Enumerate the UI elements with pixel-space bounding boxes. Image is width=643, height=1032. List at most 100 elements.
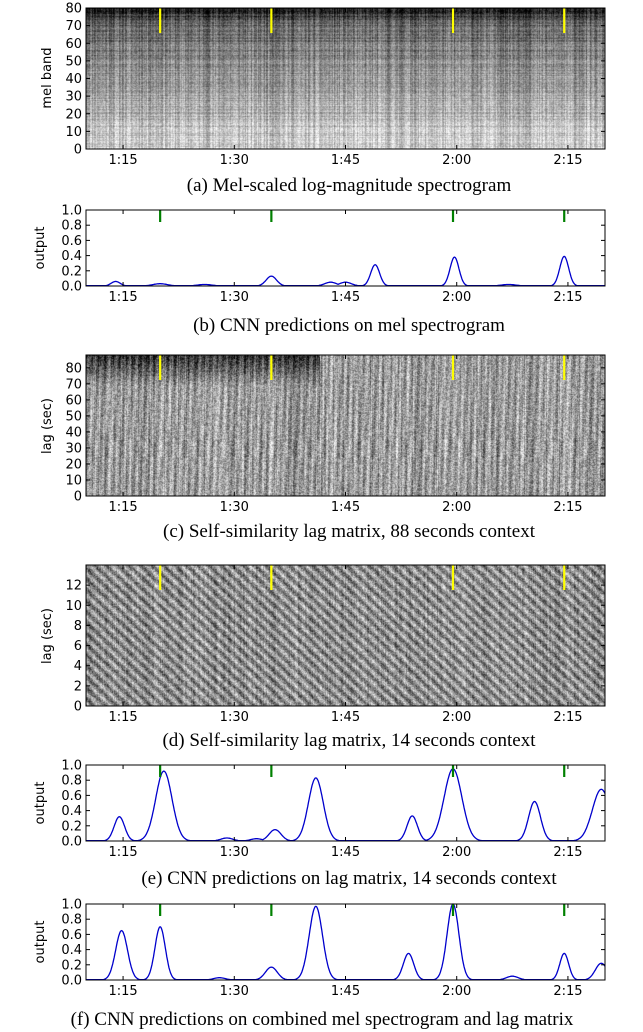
panel-b-ytick-label: 1.0 xyxy=(61,204,82,219)
panel-a-heatmap xyxy=(86,8,605,149)
panel-a-caption: (a) Mel-scaled log-magnitude spectrogram xyxy=(187,175,512,196)
panel-d-xtick-label: 1:45 xyxy=(331,710,360,725)
panel-c-caption: (c) Self-similarity lag matrix, 88 secon… xyxy=(163,521,536,542)
panel-a-ytick-label: 10 xyxy=(65,125,82,140)
panel-e-xtick-label: 1:45 xyxy=(331,845,360,860)
panel-e-ytick-label: 0.6 xyxy=(61,789,82,804)
panel-a-ytick-label: 0 xyxy=(74,143,82,158)
panel-a-xtick-label: 2:15 xyxy=(553,153,582,168)
panel-d-xtick-label: 2:00 xyxy=(442,710,471,725)
panel-e-ytick-label: 0.2 xyxy=(61,819,82,834)
panel-b-xtick-label: 1:15 xyxy=(108,290,137,305)
panel-e-ytick-label: 0.8 xyxy=(61,774,82,789)
panel-e: output (e) CNN predictions on lag matrix… xyxy=(33,759,606,889)
panel-d-xtick-label: 1:30 xyxy=(220,710,249,725)
panel-c-heatmap xyxy=(86,355,605,496)
panel-e-ytick-label: 0.0 xyxy=(61,835,82,850)
panel-a-ytick-label: 50 xyxy=(65,54,82,69)
panel-a-ytick-label: 20 xyxy=(65,107,82,122)
panel-f-ytick-label: 0.2 xyxy=(61,958,82,973)
panel-c-ytick-label: 0 xyxy=(74,490,82,505)
panel-e-ylabel: output xyxy=(33,782,48,825)
panel-c-xtick-label: 1:15 xyxy=(108,500,137,515)
panel-f-ytick-label: 0.0 xyxy=(61,974,82,989)
panel-f-ytick-label: 0.8 xyxy=(61,913,82,928)
panel-e-series-line xyxy=(86,768,606,842)
panel-b-xtick-label: 1:30 xyxy=(220,290,249,305)
panel-f-xtick-label: 1:15 xyxy=(108,984,137,999)
panel-d-caption: (d) Self-similarity lag matrix, 14 secon… xyxy=(162,730,536,751)
panel-a: mel band (a) Mel-scaled log-magnitude sp… xyxy=(40,2,606,196)
panel-d: lag (sec) (d) Self-similarity lag matrix… xyxy=(40,564,606,751)
panel-d-ylabel: lag (sec) xyxy=(40,608,55,664)
panel-c-ytick-label: 60 xyxy=(65,393,82,408)
panel-f-ytick-label: 1.0 xyxy=(61,898,82,913)
panel-f-xtick-label: 2:00 xyxy=(442,984,471,999)
panel-f: output (f) CNN predictions on combined m… xyxy=(33,898,606,1030)
panel-a-xtick-label: 2:00 xyxy=(442,153,471,168)
panel-d-ytick-label: 4 xyxy=(74,659,82,674)
panel-a-ytick-label: 70 xyxy=(65,19,82,34)
panel-d-ytick-label: 10 xyxy=(65,599,82,614)
panel-a-ylabel: mel band xyxy=(40,47,55,108)
panel-b: output (b) CNN predictions on mel spectr… xyxy=(33,204,606,336)
panel-a-ytick-label: 40 xyxy=(65,72,82,87)
panel-c-ytick-label: 10 xyxy=(65,473,82,488)
panel-d-heatmap xyxy=(86,565,605,706)
panel-c-ytick-label: 70 xyxy=(65,377,82,392)
panel-e-caption: (e) CNN predictions on lag matrix, 14 se… xyxy=(141,868,557,889)
panel-b-ytick-label: 0.8 xyxy=(61,219,82,234)
panel-b-xtick-label: 2:00 xyxy=(442,290,471,305)
panel-f-ytick-label: 0.6 xyxy=(61,928,82,943)
panel-c-xtick-label: 1:30 xyxy=(220,500,249,515)
panel-e-xtick-label: 1:15 xyxy=(108,845,137,860)
panel-b-ytick-label: 0.0 xyxy=(61,280,82,295)
panel-a-xtick-label: 1:30 xyxy=(220,153,249,168)
panel-b-ytick-label: 0.2 xyxy=(61,264,82,279)
panel-d-ytick-label: 6 xyxy=(74,639,82,654)
panel-f-xtick-label: 1:45 xyxy=(331,984,360,999)
panel-e-xtick-label: 2:15 xyxy=(553,845,582,860)
panel-d-ytick-label: 0 xyxy=(74,700,82,715)
panel-a-xtick-label: 1:15 xyxy=(108,153,137,168)
panel-b-ytick-label: 0.6 xyxy=(61,234,82,249)
panel-f-caption: (f) CNN predictions on combined mel spec… xyxy=(71,1009,574,1030)
panel-e-ytick-label: 1.0 xyxy=(61,759,82,774)
panel-a-ytick-label: 60 xyxy=(65,37,82,52)
panel-e-axes-frame xyxy=(85,764,606,842)
panel-c-ytick-label: 30 xyxy=(65,441,82,456)
panel-d-ytick-label: 2 xyxy=(74,679,82,694)
panel-a-ytick-label: 30 xyxy=(65,90,82,105)
panel-b-ylabel: output xyxy=(33,227,48,270)
panel-c-ylabel: lag (sec) xyxy=(40,398,55,454)
panel-d-xtick-label: 2:15 xyxy=(553,710,582,725)
panel-f-ylabel: output xyxy=(33,921,48,964)
panel-e-xtick-label: 1:30 xyxy=(220,845,249,860)
panel-b-xtick-label: 2:15 xyxy=(553,290,582,305)
panel-c-ytick-label: 40 xyxy=(65,425,82,440)
panel-f-series-line xyxy=(86,903,606,981)
panel-c-ytick-label: 80 xyxy=(65,361,82,376)
panel-f-xtick-label: 2:15 xyxy=(553,984,582,999)
panel-b-ytick-label: 0.4 xyxy=(61,249,82,264)
panel-a-xtick-label: 1:45 xyxy=(331,153,360,168)
panel-c: lag (sec) (c) Self-similarity lag matrix… xyxy=(40,354,606,542)
panel-c-ytick-label: 50 xyxy=(65,409,82,424)
panel-c-ytick-label: 20 xyxy=(65,457,82,472)
panel-d-ytick-label: 8 xyxy=(74,619,82,634)
panel-d-xtick-label: 1:15 xyxy=(108,710,137,725)
panel-c-xtick-label: 2:15 xyxy=(553,500,582,515)
panel-b-caption: (b) CNN predictions on mel spectrogram xyxy=(193,315,505,336)
panel-c-xtick-label: 2:00 xyxy=(442,500,471,515)
panel-f-ytick-label: 0.4 xyxy=(61,943,82,958)
panel-b-series-line xyxy=(86,255,605,287)
panel-f-xtick-label: 1:30 xyxy=(220,984,249,999)
panel-d-ytick-label: 12 xyxy=(65,579,82,594)
panel-b-axes-frame xyxy=(85,209,606,287)
panel-a-ytick-label: 80 xyxy=(65,2,82,17)
panel-e-ytick-label: 0.4 xyxy=(61,804,82,819)
panel-b-xtick-label: 1:45 xyxy=(331,290,360,305)
panel-c-xtick-label: 1:45 xyxy=(331,500,360,515)
panel-e-xtick-label: 2:00 xyxy=(442,845,471,860)
